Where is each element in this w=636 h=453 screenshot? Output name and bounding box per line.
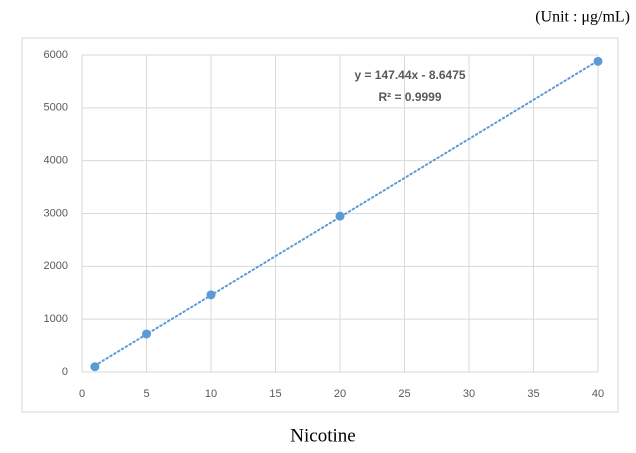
x-tick-label: 40	[592, 388, 604, 400]
y-tick-label: 0	[62, 366, 68, 378]
y-tick-label: 5000	[44, 102, 68, 114]
unit-label: (Unit : μg/mL)	[535, 9, 630, 26]
x-tick-label: 25	[398, 388, 410, 400]
x-tick-label: 35	[527, 388, 539, 400]
x-tick-label: 5	[143, 388, 149, 400]
x-axis-label: Nicotine	[290, 425, 355, 446]
trend-equation: y = 147.44x - 8.6475	[354, 68, 465, 82]
y-tick-label: 2000	[44, 260, 68, 272]
trendline	[93, 59, 599, 367]
trend-r-squared: R² = 0.9999	[378, 90, 441, 104]
x-tick-label: 0	[79, 388, 85, 400]
x-tick-label: 20	[334, 388, 346, 400]
x-tick-label: 10	[205, 388, 217, 400]
y-tick-label: 1000	[44, 313, 68, 325]
x-tick-label: 15	[269, 388, 281, 400]
y-tick-label: 4000	[44, 155, 68, 167]
y-tick-label: 6000	[44, 49, 68, 61]
x-tick-label: 30	[463, 388, 475, 400]
data-point	[593, 56, 603, 66]
data-point	[142, 329, 151, 339]
data-point	[206, 290, 216, 300]
data-point	[335, 211, 345, 221]
y-tick-label: 3000	[44, 207, 68, 219]
data-point	[90, 362, 100, 372]
